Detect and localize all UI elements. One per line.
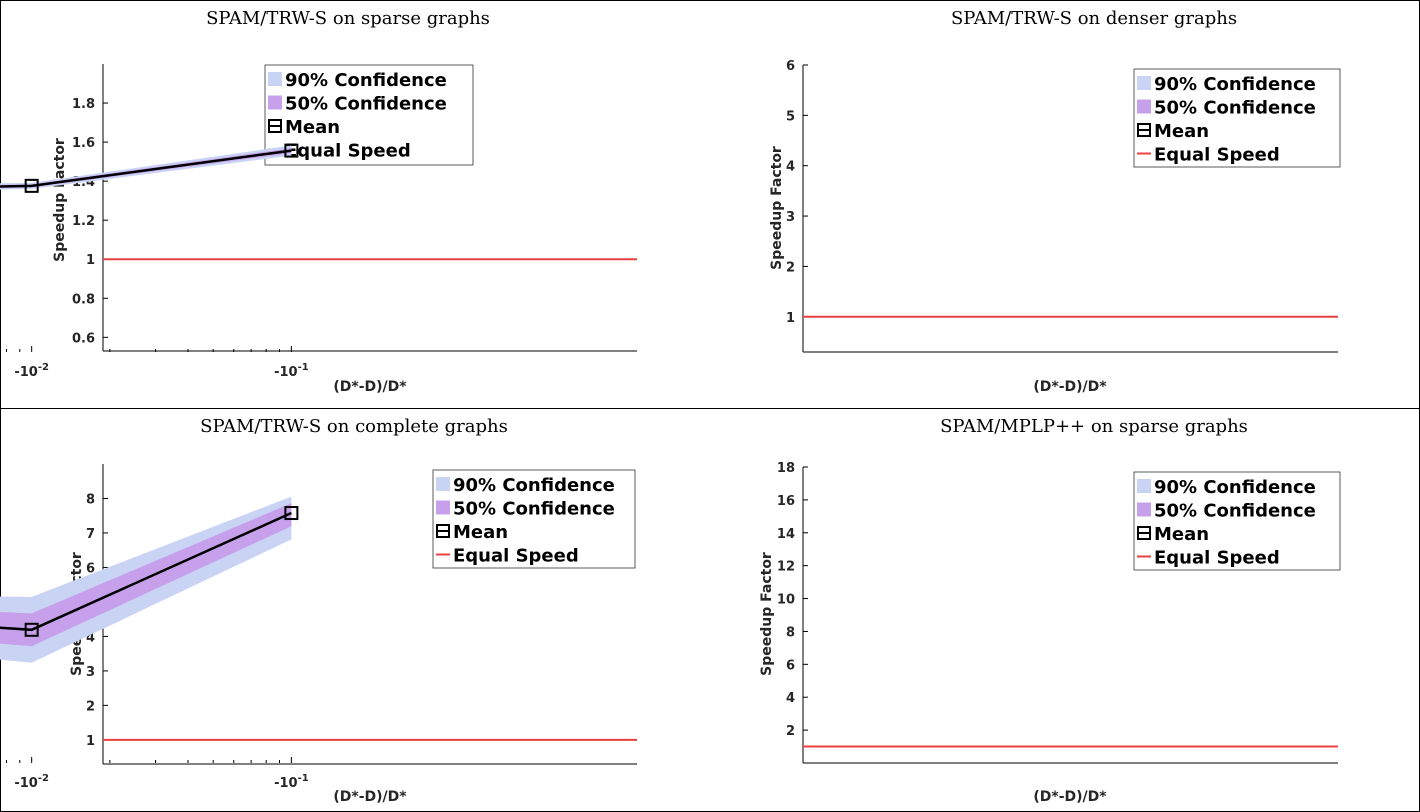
y-tick-label: 5 (786, 109, 795, 124)
legend-label: 90% Confidence (285, 70, 447, 91)
y-tick-label: 6 (786, 59, 795, 74)
legend-label: 90% Confidence (1154, 477, 1316, 498)
y-tick-label: 1.2 (72, 214, 95, 229)
legend-label: Mean (1154, 524, 1209, 545)
legend-label: Equal Speed (453, 546, 579, 567)
legend-box (1133, 68, 1341, 168)
y-tick-label: 7 (86, 527, 95, 542)
legend-label: Equal Speed (285, 141, 411, 162)
x-axis-title: (D*-D)/D* (333, 379, 407, 395)
y-tick-label: 1 (786, 311, 795, 326)
legend-swatch-ci90 (436, 477, 450, 491)
x-tick-label: -10-1 (274, 362, 309, 380)
mean-marker (284, 506, 299, 521)
chart-title: SPAM/TRW-S on complete graphs (200, 416, 508, 437)
legend-label: 50% Confidence (453, 499, 615, 520)
chart-title: SPAM/TRW-S on sparse graphs (206, 8, 490, 29)
y-tick-label: 2 (786, 724, 795, 739)
x-axis-title: (D*-D)/D* (333, 789, 407, 805)
y-tick-label: 14 (777, 527, 795, 542)
y-axis-title: Speedup Factor (769, 146, 785, 270)
y-tick-label: 4 (786, 691, 795, 706)
x-tick-label: -10-2 (14, 773, 49, 791)
mean-line (0, 511, 292, 632)
legend-label: Equal Speed (1154, 548, 1280, 569)
y-axis-title: Speedup Factor (52, 138, 68, 262)
y-tick-label: 1 (86, 734, 95, 749)
legend-box (1133, 471, 1341, 571)
y-tick-label: 2 (86, 699, 95, 714)
y-tick-label: 2 (786, 260, 795, 275)
y-tick-label: 6 (786, 658, 795, 673)
chart-title: SPAM/TRW-S on denser graphs (951, 8, 1237, 29)
y-tick-label: 4 (786, 160, 795, 175)
chart-panel-1: 0.60.811.21.41.61.8-10-1-10-2-10-3SPAM/T… (52, 8, 637, 395)
legend-label: 50% Confidence (1154, 501, 1316, 522)
x-axis-title: (D*-D)/D* (1033, 789, 1107, 805)
legend-box (432, 469, 636, 569)
y-tick-label: 10 (777, 593, 795, 608)
legend-label: 50% Confidence (285, 94, 447, 115)
y-tick-label: 0.6 (72, 331, 95, 346)
legend-swatch-ci90 (268, 72, 282, 86)
y-axis-title: Speedup Factor (759, 552, 775, 676)
legend-label: 90% Confidence (1154, 74, 1316, 95)
legend-label: Equal Speed (1154, 145, 1280, 166)
y-tick-label: 12 (777, 560, 795, 575)
x-tick-label: -10-2 (14, 362, 49, 380)
y-tick-label: 0.8 (72, 292, 95, 307)
x-tick-label: -10-1 (274, 773, 309, 791)
mean-marker (24, 178, 39, 193)
legend-swatch-ci90 (1137, 76, 1151, 90)
legend-swatch-ci90 (1137, 479, 1151, 493)
mean-marker (284, 143, 299, 158)
chart-panel-4: 24681012141618-10-1-10-2-10-3SPAM/MPLP++… (0, 416, 1341, 805)
legend-swatch-ci50 (268, 95, 282, 110)
x-axis-title: (D*-D)/D* (1033, 379, 1107, 395)
y-tick-label: 16 (777, 494, 795, 509)
y-tick-label: 1 (86, 253, 95, 268)
y-tick-label: 6 (86, 561, 95, 576)
legend-label: 90% Confidence (453, 475, 615, 496)
legend-box (264, 64, 474, 166)
y-tick-label: 18 (777, 461, 795, 476)
chart-title: SPAM/MPLP++ on sparse graphs (940, 416, 1248, 437)
y-tick-label: 3 (786, 210, 795, 225)
legend-label: Mean (1154, 121, 1209, 142)
legend-swatch-ci50 (1137, 502, 1151, 517)
mean-marker (24, 622, 39, 637)
legend-label: Mean (453, 522, 508, 543)
y-tick-label: 4 (86, 630, 95, 645)
legend-swatch-ci50 (436, 500, 450, 515)
mean-line (0, 149, 292, 188)
y-tick-label: 1.6 (72, 136, 95, 151)
y-tick-label: 8 (786, 625, 795, 640)
legend-swatch-ci50 (1137, 99, 1151, 114)
y-tick-label: 1.8 (72, 97, 95, 112)
legend-label: 50% Confidence (1154, 98, 1316, 119)
legend-label: Mean (285, 117, 340, 138)
y-tick-label: 8 (86, 492, 95, 507)
y-tick-label: 3 (86, 665, 95, 680)
